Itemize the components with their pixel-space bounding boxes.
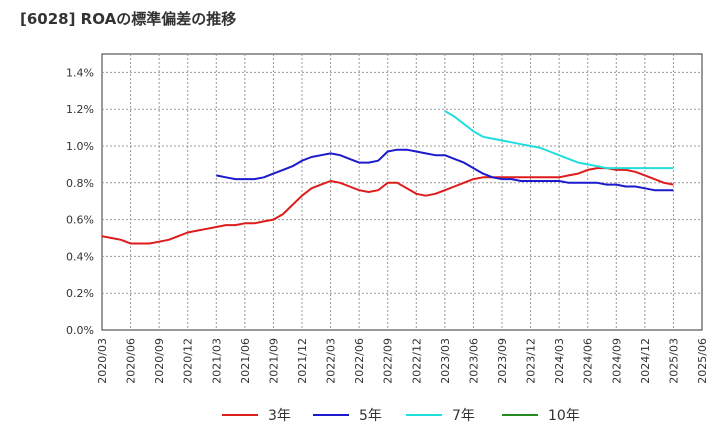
- grid-layer: [101, 53, 703, 331]
- x-tick-label: 2022/09: [382, 338, 395, 384]
- legend: 3年 5年 7年 10年: [0, 403, 720, 427]
- x-tick-label: 2020/03: [96, 338, 109, 384]
- x-tick-label: 2022/06: [353, 338, 366, 384]
- x-tick-label: 2021/12: [296, 338, 309, 384]
- x-tick-label: 2023/09: [496, 338, 509, 384]
- plot-frame: [101, 53, 703, 331]
- x-tick-label: 2024/09: [610, 338, 623, 384]
- legend-item-3y: 3年: [222, 403, 291, 427]
- series-layer: [101, 110, 674, 245]
- legend-swatch-5y: [313, 414, 349, 416]
- axis-layer: 0.0% 0.2% 0.4% 0.6% 0.8% 1.0% 1.2% 1.4% 2020/03 2…: [66, 66, 709, 383]
- chart-title: [6028] ROAの標準偏差の推移: [20, 10, 237, 28]
- legend-swatch-3y: [222, 414, 258, 416]
- x-tick-label: 2023/12: [525, 338, 538, 384]
- x-tick-label: 2022/12: [410, 338, 423, 384]
- legend-label-7y: 7年: [452, 408, 475, 424]
- x-tick-label: 2025/03: [667, 338, 680, 384]
- x-tick-label: 2021/09: [267, 338, 280, 384]
- legend-item-10y: 10年: [502, 403, 580, 427]
- series-line-2: [444, 110, 674, 170]
- x-tick-label: 2022/03: [325, 338, 338, 384]
- x-tick-label: 2020/12: [182, 338, 195, 384]
- x-tick-label: 2021/06: [239, 338, 252, 384]
- legend-item-7y: 7年: [406, 403, 475, 427]
- y-tick-label: 1.2%: [66, 103, 94, 116]
- x-tick-label: 2020/06: [125, 338, 138, 384]
- x-tick-label: 2021/03: [210, 338, 223, 384]
- y-tick-label: 0.2%: [66, 287, 94, 300]
- x-tick-label: 2024/06: [582, 338, 595, 384]
- legend-label-3y: 3年: [268, 408, 291, 424]
- x-tick-label: 2024/12: [639, 338, 652, 384]
- x-tick-label: 2020/09: [153, 338, 166, 384]
- y-tick-label: 1.4%: [66, 66, 94, 79]
- y-tick-label: 0.8%: [66, 177, 94, 190]
- legend-item-5y: 5年: [313, 403, 382, 427]
- series-line-1: [216, 148, 674, 192]
- legend-label-10y: 10年: [548, 408, 580, 424]
- legend-label-5y: 5年: [359, 408, 382, 424]
- y-tick-label: 0.6%: [66, 214, 94, 227]
- x-tick-label: 2023/06: [467, 338, 480, 384]
- legend-swatch-7y: [406, 414, 442, 416]
- x-tick-label: 2023/03: [439, 338, 452, 384]
- y-tick-label: 0.0%: [66, 324, 94, 337]
- x-tick-label: 2024/03: [553, 338, 566, 384]
- series-line-0: [101, 167, 674, 245]
- y-tick-label: 0.4%: [66, 250, 94, 263]
- x-tick-label: 2025/06: [696, 338, 709, 384]
- legend-swatch-10y: [502, 414, 538, 416]
- y-tick-label: 1.0%: [66, 140, 94, 153]
